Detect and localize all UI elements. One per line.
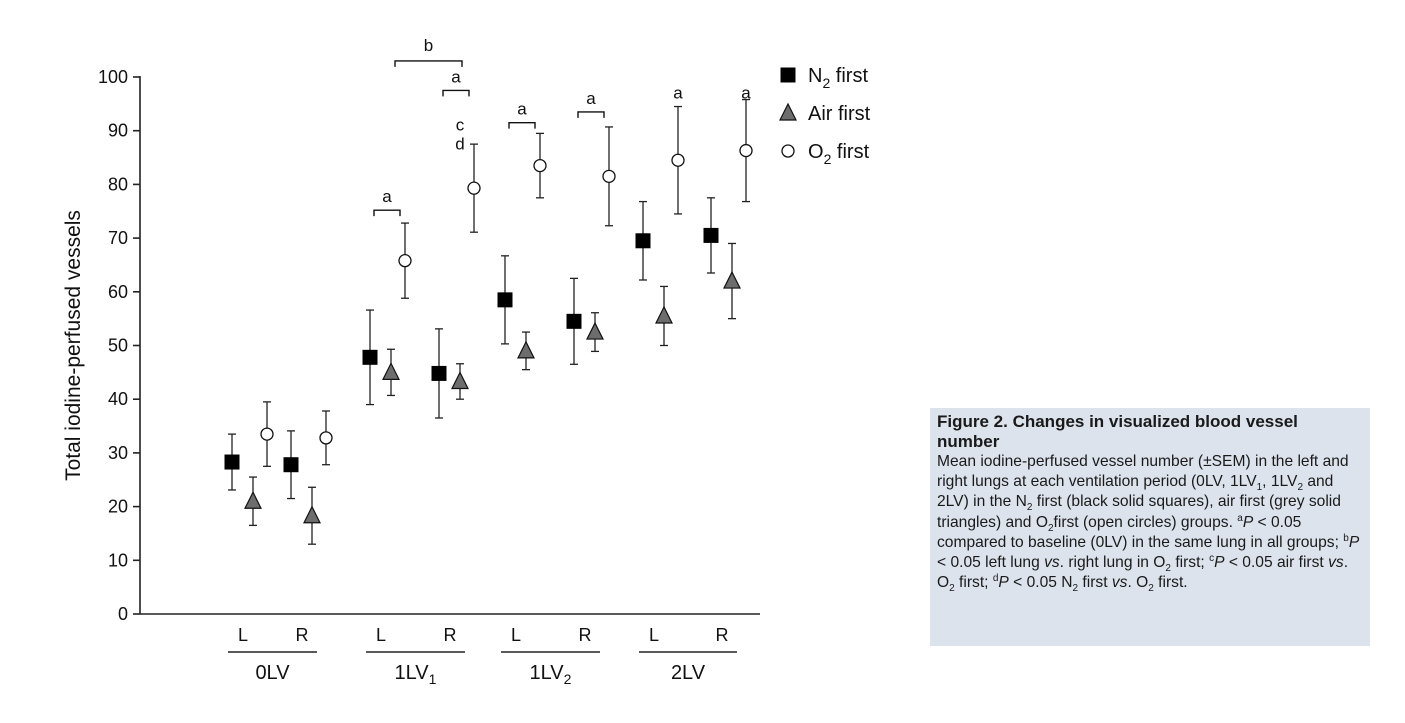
chart-svg: 0 10 20 30 40 50 60 70 80 90 100 Total iodine-perfu… <box>62 36 871 687</box>
triangle-point <box>451 371 469 390</box>
x-tick-label: R <box>296 625 309 645</box>
group-label: 1LV2 <box>530 662 572 687</box>
square-point <box>362 349 378 365</box>
y-tick-label: 40 <box>108 389 128 409</box>
significance-label: a <box>517 100 527 119</box>
y-tick-label: 20 <box>108 497 128 517</box>
significance-label: b <box>424 36 433 55</box>
triangle-point <box>655 305 673 324</box>
group-label: 0LV <box>255 662 290 684</box>
triangle-point <box>723 270 741 289</box>
triangle-point <box>382 362 400 380</box>
significance-bracket <box>373 209 401 217</box>
data-marks <box>224 98 753 545</box>
legend-triangle-marker <box>779 102 797 121</box>
x-tick-label: L <box>376 625 386 645</box>
y-tick-label: 0 <box>118 604 128 624</box>
square-point <box>566 313 582 329</box>
significance-bracket <box>577 111 605 118</box>
significance-label: a <box>586 89 596 108</box>
x-tick-label: L <box>511 625 521 645</box>
caption-body: Mean iodine-perfused vessel number (±SEM… <box>937 453 1360 595</box>
square-point <box>224 454 240 470</box>
circle-point <box>398 254 412 268</box>
x-tick-label: R <box>444 625 457 645</box>
significance-label: a <box>741 83 751 102</box>
legend-label: Air first <box>808 103 871 125</box>
square-point <box>283 457 299 473</box>
square-point <box>703 227 719 243</box>
triangle-point <box>303 505 321 524</box>
y-tick-label: 50 <box>108 336 128 356</box>
square-point <box>431 365 447 381</box>
y-tick-label: 100 <box>98 67 128 87</box>
figure-caption: Figure 2. Changes in visualized blood ve… <box>930 408 1370 646</box>
y-tick-label: 30 <box>108 443 128 463</box>
triangle-point <box>586 321 604 340</box>
x-tick-label: R <box>716 625 729 645</box>
circle-point <box>467 181 481 195</box>
circle-point <box>260 427 274 441</box>
group-label: 1LV1 <box>395 662 437 687</box>
significance-bracket <box>442 89 470 97</box>
significance-label: a <box>451 67 461 86</box>
y-tick-label: 10 <box>108 550 128 570</box>
x-tick-label: R <box>579 625 592 645</box>
legend-square-marker <box>780 67 796 83</box>
y-tick-label: 60 <box>108 282 128 302</box>
circle-point <box>739 143 753 158</box>
x-tick-label: L <box>649 625 659 645</box>
y-axis-title: Total iodine-perfused vessels <box>62 210 85 481</box>
significance-bracket <box>508 121 536 129</box>
significance-label: d <box>455 134 464 153</box>
axes: 0 10 20 30 40 50 60 70 80 90 100 Total iodine-perfu… <box>62 67 760 687</box>
x-tick-label: L <box>238 625 248 645</box>
legend: N2 first Air first O2 first <box>779 65 871 167</box>
square-point <box>635 233 651 249</box>
circle-point <box>602 169 616 183</box>
circle-point <box>533 158 547 173</box>
circle-point <box>671 153 685 167</box>
significance-label: a <box>673 83 683 102</box>
y-tick-label: 90 <box>108 121 128 141</box>
square-point <box>497 292 513 308</box>
triangle-point <box>244 490 262 509</box>
y-tick-label: 70 <box>108 228 128 248</box>
legend-label: N2 first <box>808 65 868 91</box>
significance-label: c <box>456 116 465 135</box>
group-label: 2LV <box>671 662 706 684</box>
triangle-point <box>517 340 535 359</box>
caption-title: Figure 2. Changes in visualized blood ve… <box>937 412 1298 451</box>
significance-label: a <box>382 187 392 206</box>
significance-bracket <box>394 60 463 67</box>
circle-point <box>319 431 333 445</box>
legend-circle-marker <box>781 144 795 158</box>
y-tick-label: 80 <box>108 174 128 194</box>
legend-label: O2 first <box>808 141 870 167</box>
